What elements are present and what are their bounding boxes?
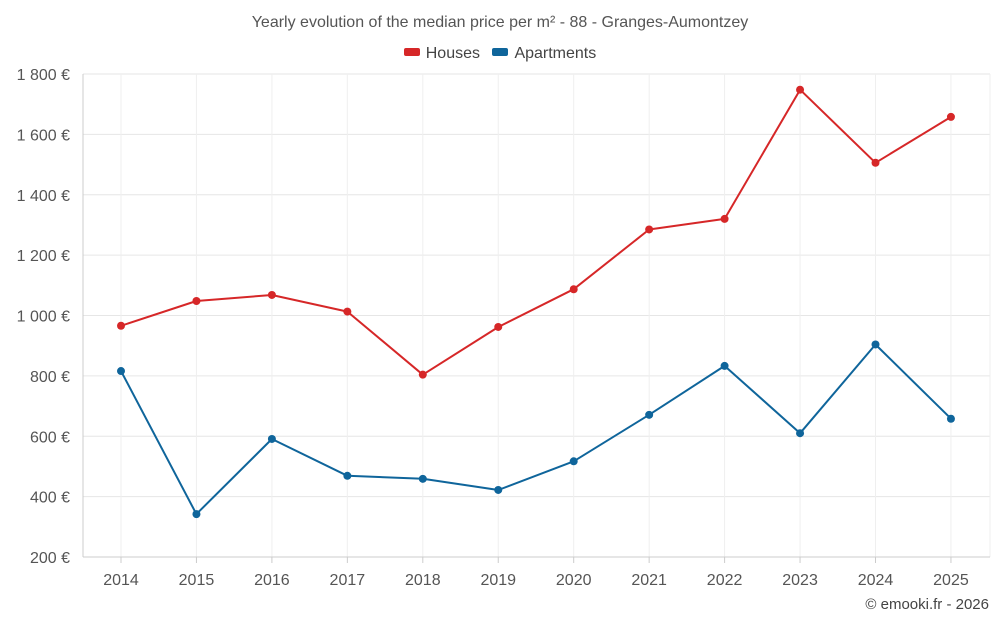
data-point-houses	[494, 322, 503, 331]
data-point-apartments	[192, 510, 201, 519]
series-line-houses	[120, 88, 952, 376]
x-tick-label: 2024	[858, 572, 894, 589]
data-point-houses	[267, 290, 276, 299]
legend-swatch-houses	[403, 48, 420, 56]
data-point-apartments	[946, 414, 955, 423]
legend-label-houses: Houses	[425, 45, 480, 62]
legend-swatch-apartments	[492, 48, 509, 56]
x-tick-label: 2016	[254, 572, 290, 589]
data-point-apartments	[267, 434, 276, 443]
legend-item-apartments[interactable]: Apartments	[492, 45, 596, 63]
x-tick-label: 2018	[405, 572, 441, 589]
y-tick-label: 400 €	[30, 490, 70, 507]
y-tick-label: 600 €	[30, 429, 70, 446]
data-point-apartments	[871, 340, 880, 349]
x-tick-label: 2025	[933, 572, 969, 589]
data-point-houses	[645, 225, 654, 234]
y-tick-label: 1 400 €	[17, 188, 70, 205]
data-point-houses	[418, 370, 427, 379]
x-tick-label: 2021	[631, 572, 667, 589]
data-point-apartments	[796, 429, 805, 438]
y-tick-label: 800 €	[30, 369, 70, 386]
y-tick-label: 1 000 €	[17, 309, 70, 326]
chart-legend: Houses Apartments	[0, 45, 1000, 63]
data-point-houses	[946, 112, 955, 121]
data-point-houses	[796, 85, 805, 94]
series-line-apartments	[120, 343, 952, 516]
legend-label-apartments: Apartments	[514, 45, 597, 62]
data-point-apartments	[720, 361, 729, 370]
data-point-houses	[720, 214, 729, 223]
data-point-apartments	[645, 410, 654, 419]
x-tick-label: 2017	[330, 572, 366, 589]
data-point-apartments	[418, 474, 427, 483]
data-point-houses	[871, 158, 880, 167]
x-tick-label: 2019	[480, 572, 516, 589]
chart-title: Yearly evolution of the median price per…	[251, 14, 749, 31]
x-tick-label: 2023	[782, 572, 818, 589]
legend-item-houses[interactable]: Houses	[403, 45, 480, 63]
data-point-houses	[569, 285, 578, 294]
data-point-apartments	[343, 471, 352, 480]
data-point-apartments	[117, 367, 125, 376]
y-tick-label: 1 800 €	[17, 67, 70, 84]
credit-text: © emooki.fr - 2026	[865, 596, 989, 613]
y-tick-label: 1 200 €	[17, 248, 70, 265]
y-tick-label: 200 €	[30, 550, 70, 567]
data-point-houses	[343, 307, 352, 316]
data-point-houses	[192, 297, 201, 306]
y-tick-label: 1 600 €	[17, 127, 70, 144]
data-point-houses	[117, 321, 125, 330]
x-tick-label: 2022	[707, 572, 743, 589]
data-point-apartments	[494, 485, 503, 494]
x-tick-label: 2020	[556, 572, 592, 589]
x-tick-label: 2015	[179, 572, 215, 589]
x-tick-label: 2014	[103, 572, 139, 589]
data-point-apartments	[569, 457, 578, 466]
